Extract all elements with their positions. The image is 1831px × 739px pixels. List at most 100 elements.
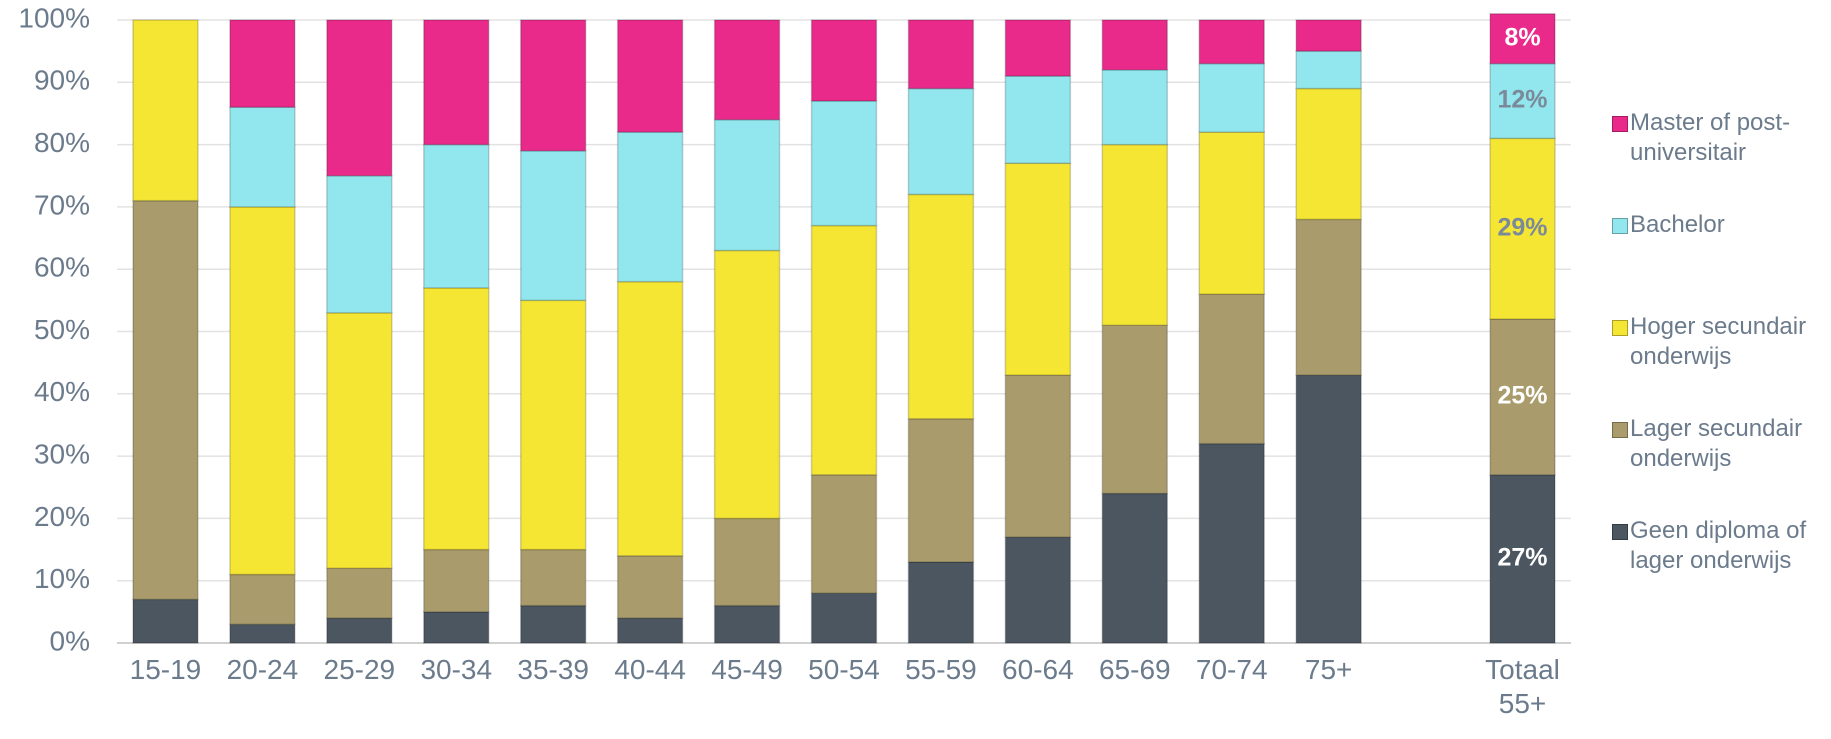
- bar-segment: [1101, 19, 1169, 71]
- data-label: 25%: [1498, 382, 1548, 410]
- bar-segment: [713, 19, 781, 121]
- legend-entry: Geen diploma of lager onderwijs: [1612, 516, 1827, 576]
- bar-segment: [713, 604, 781, 644]
- y-tick-label: 80%: [34, 127, 90, 158]
- bar-segment: [713, 517, 781, 607]
- bar-segment: [1489, 474, 1556, 644]
- bar-segment: [1101, 492, 1169, 644]
- bar-segment: [132, 19, 199, 202]
- bar-segment: [326, 19, 393, 177]
- x-tick-label: 35-39: [517, 654, 589, 685]
- bar-segment: [229, 19, 296, 108]
- y-tick-label: 100%: [18, 2, 90, 33]
- bar-segment: [616, 19, 684, 133]
- bar-segment: [519, 299, 587, 551]
- x-tick-label: 50-54: [808, 654, 880, 685]
- legend-swatch: [1612, 422, 1628, 438]
- bar-segment: [1198, 62, 1265, 133]
- bar-segment: [907, 561, 975, 644]
- bar-segment: [616, 280, 684, 557]
- bar-segment: [229, 106, 296, 208]
- bar-segment: [1004, 536, 1072, 644]
- bar-segment: [713, 249, 781, 520]
- bar-segment: [907, 417, 975, 563]
- y-tick-label: 90%: [34, 65, 90, 96]
- legend-entry: Master of post-universitair: [1612, 108, 1827, 168]
- bar-segment: [616, 131, 684, 283]
- bar-segment: [132, 199, 199, 601]
- x-tick-label: 70-74: [1195, 654, 1268, 685]
- bar-segment: [907, 87, 975, 196]
- bar-segment: [1295, 218, 1362, 376]
- bar-segment: [423, 611, 490, 644]
- bar-segment: [616, 617, 684, 644]
- bar-segment: [810, 474, 878, 594]
- bar-segment: [1101, 69, 1169, 146]
- bar-segment: [423, 287, 490, 551]
- y-tick-label: 10%: [34, 563, 90, 594]
- legend-swatch: [1612, 116, 1628, 132]
- y-tick-label: 30%: [34, 438, 90, 469]
- x-tick-label: 20-24: [226, 654, 299, 685]
- legend-swatch: [1612, 524, 1628, 540]
- data-label: 12%: [1498, 86, 1548, 114]
- legend-entry: Lager secundair onderwijs: [1612, 414, 1827, 474]
- bar-segment: [1101, 324, 1169, 495]
- bar-segment: [519, 548, 587, 607]
- x-tick-label: 75+: [1304, 654, 1353, 685]
- bar-segment: [810, 224, 878, 476]
- bar-segment: [1198, 442, 1265, 644]
- bar-segment: [907, 193, 975, 420]
- bar-segment: [810, 592, 878, 644]
- bar-segment: [326, 175, 393, 314]
- legend-swatch: [1612, 320, 1628, 336]
- bar-segment: [1489, 13, 1556, 65]
- bar-segment: [423, 548, 490, 613]
- bar-segment: [810, 19, 878, 102]
- y-tick-label: 0%: [50, 625, 90, 656]
- bar-segment: [229, 573, 296, 626]
- x-tick-label: 55-59: [905, 654, 977, 685]
- x-tick-label: 40-44: [614, 654, 686, 685]
- legend-swatch: [1612, 218, 1628, 234]
- y-tick-label: 70%: [34, 189, 90, 220]
- bar-segment: [1198, 131, 1265, 295]
- bar-segment: [810, 100, 878, 227]
- data-label: 8%: [1504, 23, 1540, 51]
- bar-segment: [326, 567, 393, 619]
- y-tick-label: 50%: [34, 314, 90, 345]
- bar-segment: [326, 312, 393, 569]
- x-tick-label: 45-49: [711, 654, 783, 685]
- data-label: 29%: [1498, 213, 1548, 241]
- x-tick-label: 25-29: [323, 654, 396, 685]
- bar-segment: [1004, 75, 1072, 165]
- bar-segment: [229, 206, 296, 576]
- x-tick-label: 30-34: [420, 654, 493, 685]
- legend-entry: Hoger secundair onderwijs: [1612, 312, 1827, 372]
- bar-segment: [1295, 87, 1362, 221]
- bar-segment: [1295, 374, 1362, 644]
- bar-segment: [132, 598, 199, 644]
- y-tick-label: 20%: [34, 501, 90, 532]
- x-tick-label: Totaal 55+: [1485, 654, 1560, 719]
- bar-segment: [1295, 19, 1362, 52]
- x-tick-label: 60-64: [1002, 654, 1074, 685]
- bar-segment: [1004, 19, 1072, 77]
- x-tick-label: 15-19: [129, 654, 202, 685]
- bar-segment: [907, 19, 975, 90]
- bar-segment: [713, 118, 781, 252]
- bar-segment: [1198, 293, 1265, 445]
- bar-segment: [1101, 143, 1169, 327]
- bar-segment: [1004, 374, 1072, 538]
- bar-segment: [519, 19, 587, 152]
- legend-entry: Bachelor: [1612, 210, 1827, 240]
- bar-segment: [423, 143, 490, 289]
- bar-segment: [1198, 19, 1265, 65]
- bar-segment: [229, 623, 296, 644]
- bar-segment: [519, 150, 587, 302]
- data-label: 27%: [1498, 544, 1548, 572]
- bar-segment: [1295, 50, 1362, 90]
- bar-segment: [326, 617, 393, 644]
